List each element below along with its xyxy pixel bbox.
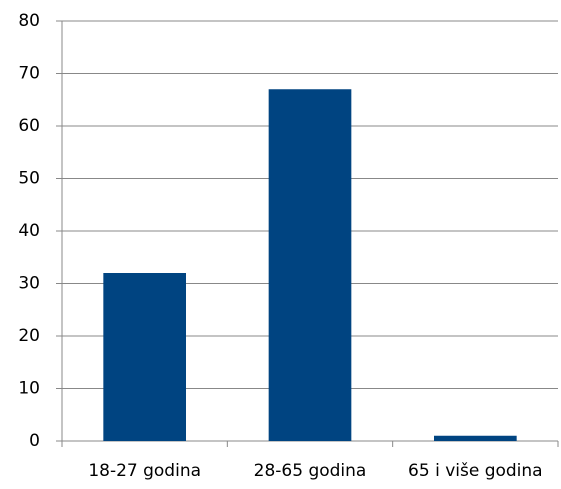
y-tick-label: 40 [18,221,40,241]
bar [434,435,517,441]
y-tick-label: 20 [18,326,40,346]
y-tick-label: 10 [18,379,40,399]
x-tick-label: 65 i više godina [408,461,543,481]
y-tick-label: 70 [18,64,40,84]
y-tick-label: 60 [18,116,40,136]
y-tick-label: 30 [18,274,40,294]
y-tick-label: 50 [18,169,40,189]
bar [103,273,186,441]
y-tick-label: 80 [18,11,40,31]
bar [268,89,352,441]
y-tick-label: 0 [29,431,40,451]
x-tick-label: 18-27 godina [88,461,201,481]
x-tick-label: 28-65 godina [254,461,367,481]
